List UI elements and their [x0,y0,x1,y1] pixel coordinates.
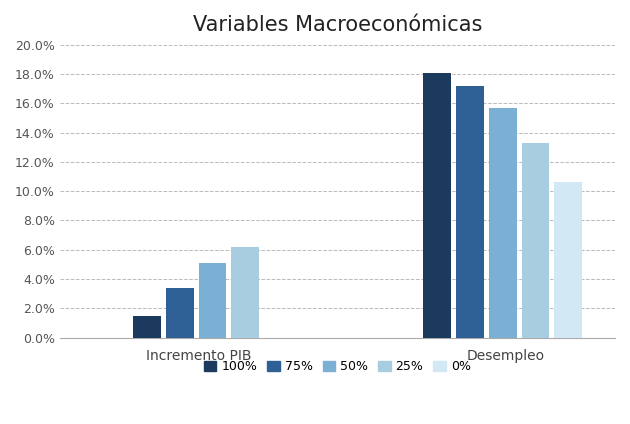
Bar [423,73,451,338]
Bar [522,143,549,338]
Bar [166,288,193,338]
Bar [456,86,484,338]
Bar [489,108,517,338]
Bar [198,263,226,338]
Title: Variables Macroeconómicas: Variables Macroeconómicas [193,15,482,35]
Bar [231,247,259,338]
Bar [554,182,582,338]
Legend: 100%, 75%, 50%, 25%, 0%: 100%, 75%, 50%, 25%, 0% [198,355,476,378]
Bar [133,315,161,338]
